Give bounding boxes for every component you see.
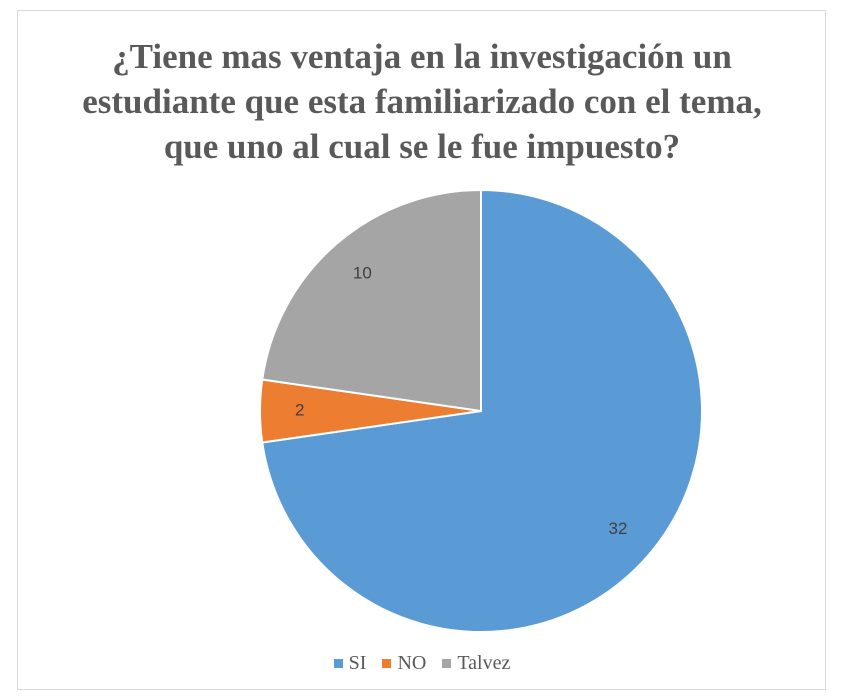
legend-swatch [333,659,343,668]
legend-item: SI [333,652,367,675]
legend-label: NO [397,652,427,674]
data-label: 32 [608,519,627,538]
data-label: 10 [353,264,372,283]
legend-label: SI [348,652,367,674]
legend-swatch [442,659,452,668]
legend-item: NO [382,652,426,675]
legend-swatch [382,659,392,668]
legend: SI NO Talvez [0,652,844,675]
chart-frame [17,10,826,690]
pie-slice [261,188,703,633]
chart-title: ¿Tiene mas ventaja en la investigación u… [82,37,762,166]
legend-label: Talvez [457,652,511,674]
legend-item: Talvez [442,652,510,675]
data-label: 2 [295,400,304,419]
pie-slice [261,188,482,413]
